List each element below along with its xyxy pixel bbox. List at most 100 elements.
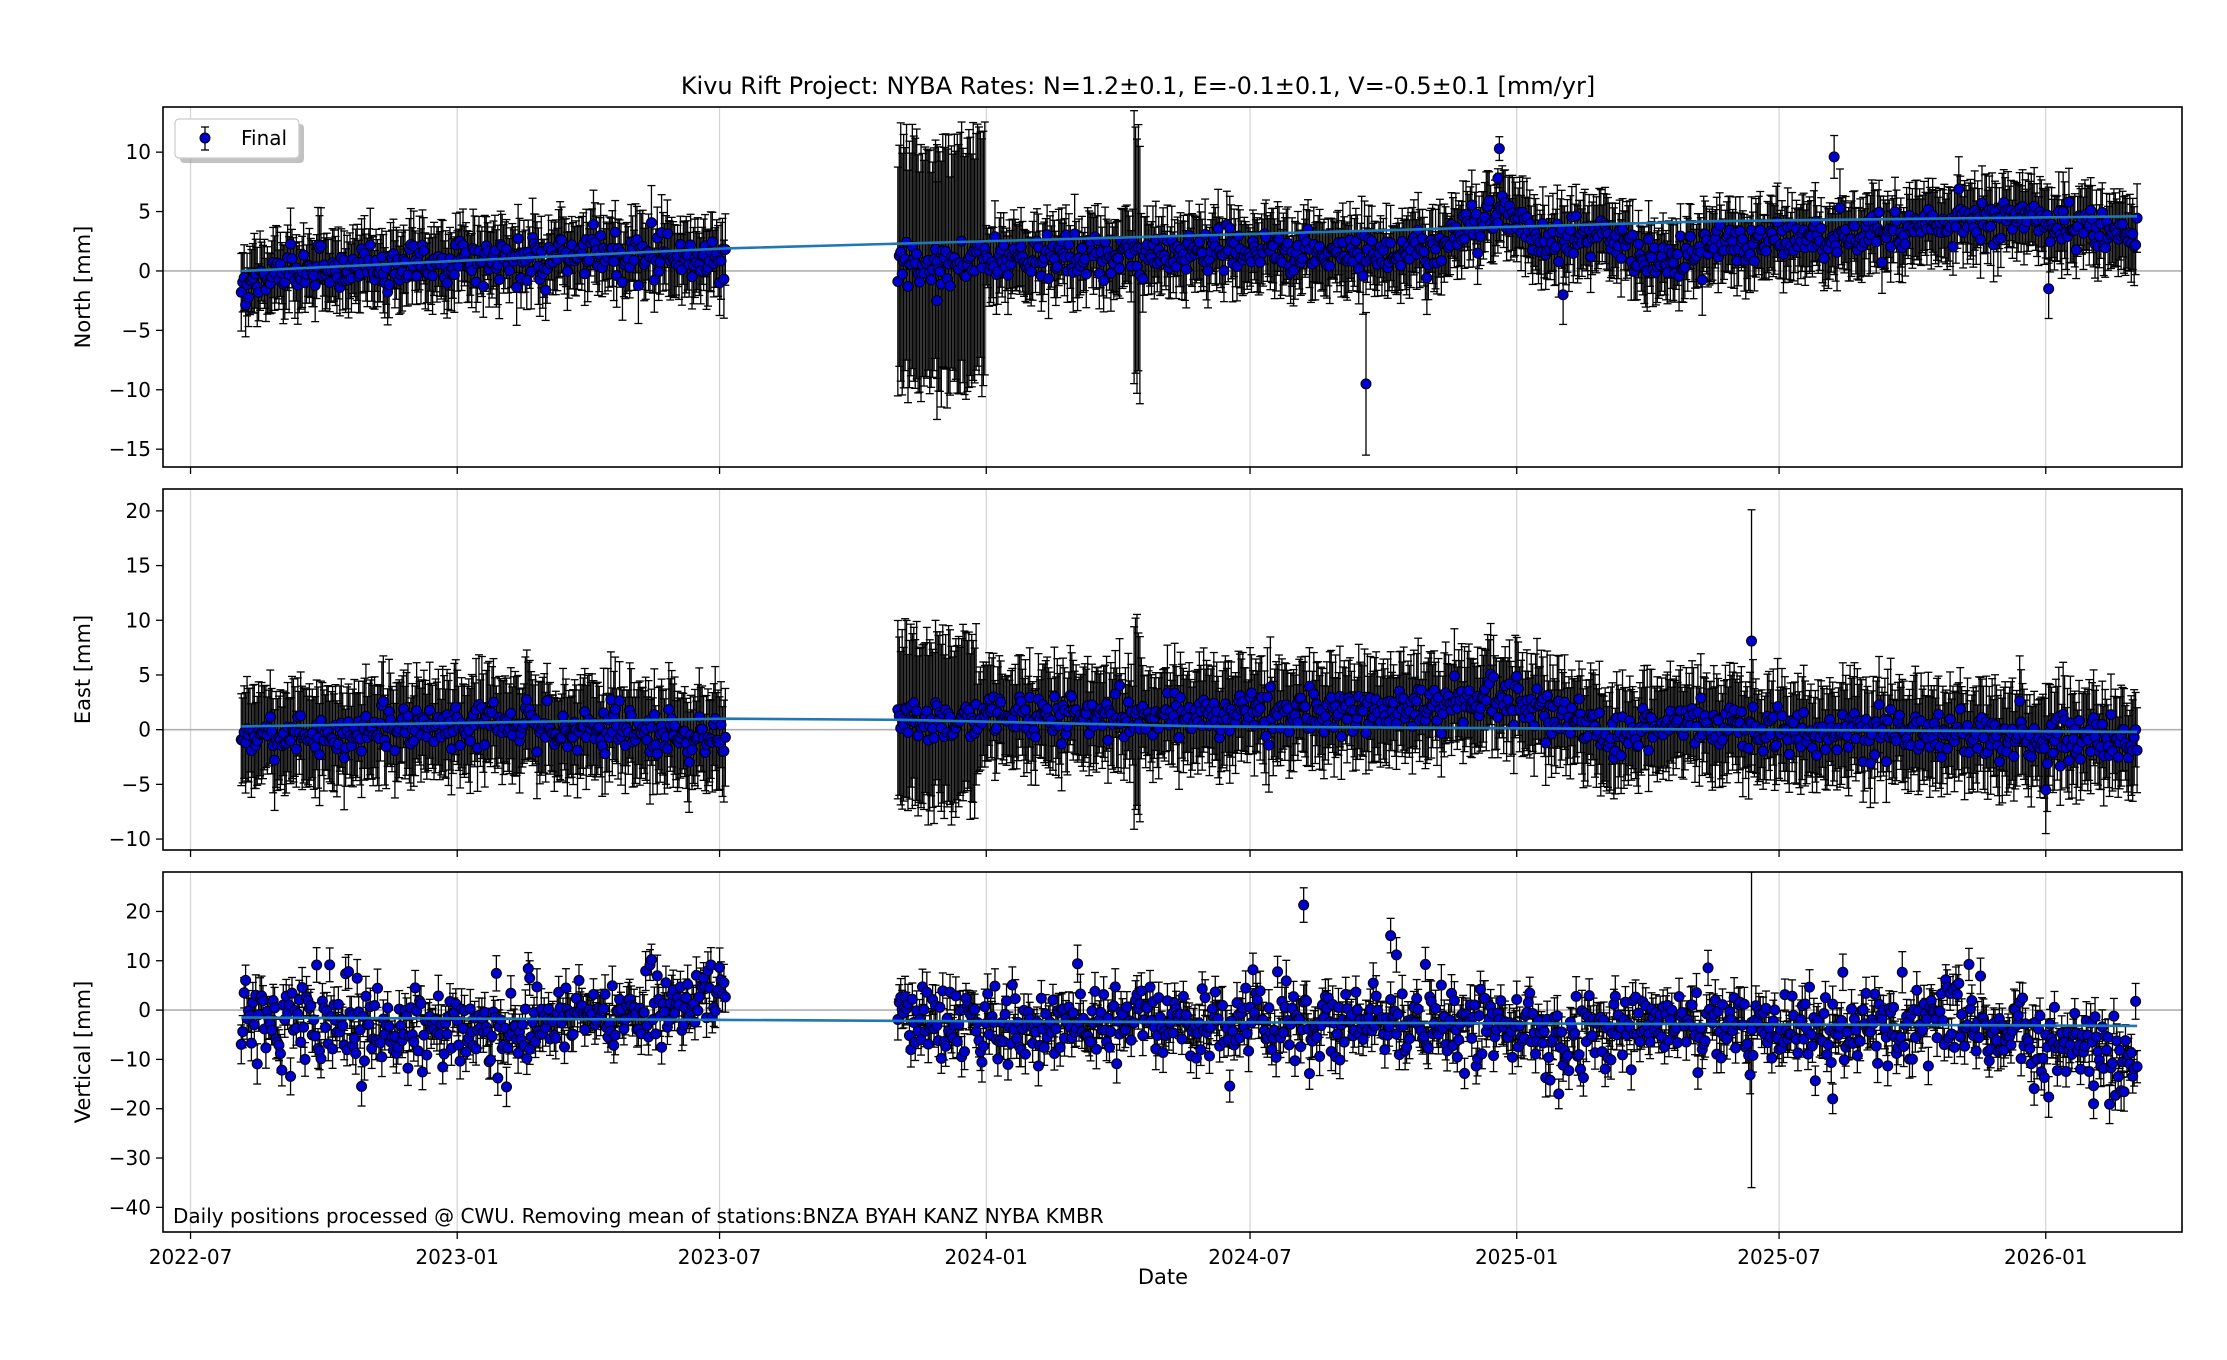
y-tick-label: −5: [122, 318, 151, 342]
data-point: [1819, 253, 1829, 263]
legend-marker: [200, 133, 210, 143]
data-point: [903, 281, 913, 291]
data-point: [1325, 261, 1335, 271]
data-point: [610, 227, 620, 237]
data-point: [1900, 239, 1910, 249]
data-point: [562, 266, 572, 276]
data-point: [617, 277, 627, 287]
data-point: [687, 272, 697, 282]
x-axis-label: Date: [1138, 1265, 1188, 1289]
data-point: [1475, 231, 1485, 241]
data-point: [1571, 211, 1581, 221]
data-point: [1976, 234, 1986, 244]
data-point: [633, 281, 643, 291]
data-point: [557, 235, 567, 245]
data-point: [1986, 221, 1996, 231]
data-point: [1419, 247, 1429, 257]
data-point: [1948, 242, 1958, 252]
data-point: [1996, 233, 2006, 243]
data-point: [1473, 248, 1483, 258]
legend-label: Final: [241, 126, 287, 150]
data-point: [686, 240, 696, 250]
data-point: [1003, 270, 1013, 280]
chart-title: Kivu Rift Project: NYBA Rates: N=1.2±0.1…: [681, 72, 1595, 100]
panel-content: [236, 111, 2142, 455]
data-point: [1115, 263, 1125, 273]
data-point: [1628, 230, 1638, 240]
data-point: [1890, 207, 1900, 217]
data-point: [1386, 238, 1396, 248]
error-bars: [237, 510, 2141, 834]
data-point: [716, 256, 726, 266]
y-tick-label: −15: [109, 437, 151, 461]
data-point: [419, 246, 429, 256]
panel-content: [236, 510, 2142, 834]
data-point: [662, 229, 672, 239]
data-point: [504, 266, 514, 276]
data-point: [1633, 239, 1643, 249]
y-tick-label: 0: [138, 259, 151, 283]
data-point: [1874, 207, 1884, 217]
data-point: [287, 254, 297, 264]
data-point: [1829, 152, 1839, 162]
data-point: [1568, 248, 1578, 258]
data-point: [1761, 246, 1771, 256]
data-point: [2045, 237, 2055, 247]
data-point: [2118, 219, 2128, 229]
data-point: [2131, 240, 2141, 250]
data-point: [596, 230, 606, 240]
data-point: [442, 278, 452, 288]
data-point: [310, 280, 320, 290]
data-point: [1042, 230, 1052, 240]
data-point: [1686, 231, 1696, 241]
data-point: [1203, 266, 1213, 276]
data-point: [1554, 257, 1564, 267]
data-point: [1558, 290, 1568, 300]
data-point: [1436, 256, 1446, 266]
data-point: [2044, 284, 2054, 294]
data-point: [707, 237, 717, 247]
data-point: [1233, 231, 1243, 241]
y-tick-label: 5: [138, 200, 151, 224]
data-point: [1484, 196, 1494, 206]
data-point: [1219, 266, 1229, 276]
data-point: [580, 269, 590, 279]
data-point: [1289, 266, 1299, 276]
data-point: [1113, 253, 1123, 263]
data-point: [654, 267, 664, 277]
data-point: [719, 274, 729, 284]
data-point: [513, 234, 523, 244]
data-point: [1871, 237, 1881, 247]
legend: Final: [175, 119, 304, 163]
data-point: [1644, 234, 1654, 244]
data-point: [384, 280, 394, 290]
data-point: [244, 292, 254, 302]
data-point: [1832, 247, 1842, 257]
data-point: [1225, 223, 1235, 233]
data-point: [1618, 224, 1628, 234]
data-point: [1849, 221, 1859, 231]
data-point: [1181, 264, 1191, 274]
data-point: [1891, 216, 1901, 226]
data-point: [2128, 229, 2138, 239]
data-point: [1565, 225, 1575, 235]
data-point: [365, 240, 375, 250]
data-point: [1422, 273, 1432, 283]
data-point: [1396, 261, 1406, 271]
data-point: [1138, 274, 1148, 284]
data-point: [428, 271, 438, 281]
data-point: [1749, 256, 1759, 266]
data-point: [646, 218, 656, 228]
panel-frame: [163, 107, 2182, 467]
data-point: [1016, 242, 1026, 252]
data-point: [2064, 197, 2074, 207]
data-point: [286, 239, 296, 249]
data-point: [1467, 200, 1477, 210]
data-point: [912, 249, 922, 259]
data-point: [926, 275, 936, 285]
data-point: [1697, 275, 1707, 285]
data-point: [522, 276, 532, 286]
